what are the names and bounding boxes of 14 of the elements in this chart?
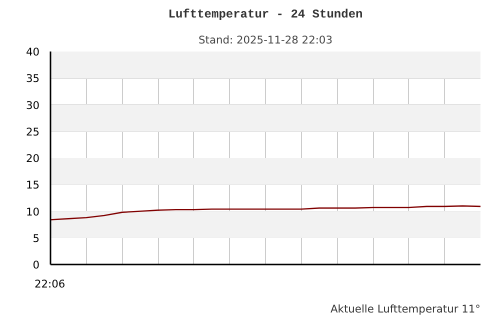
line-series	[50, 205, 480, 220]
y-tick-label: 15	[26, 178, 40, 192]
text: Aktuelle Lufttemperatur 11°	[330, 302, 481, 316]
chart-title: Lufttemperatur - 24 Stunden	[168, 8, 363, 22]
y-tick-label: 0	[32, 258, 40, 272]
y-tick-label: 35	[26, 72, 40, 86]
y-tick-label: 25	[26, 125, 40, 138]
y-tick-label: 10	[26, 205, 40, 218]
y-tick-label: 40	[26, 46, 40, 58]
y-tick-label: 20	[26, 152, 40, 165]
chart-subtitle: Stand: 2025-11-28 22:03	[198, 34, 333, 46]
y-tick-label: 5	[32, 232, 40, 245]
text: 22:06	[34, 278, 66, 290]
y-tick-label: 30	[26, 98, 40, 112]
